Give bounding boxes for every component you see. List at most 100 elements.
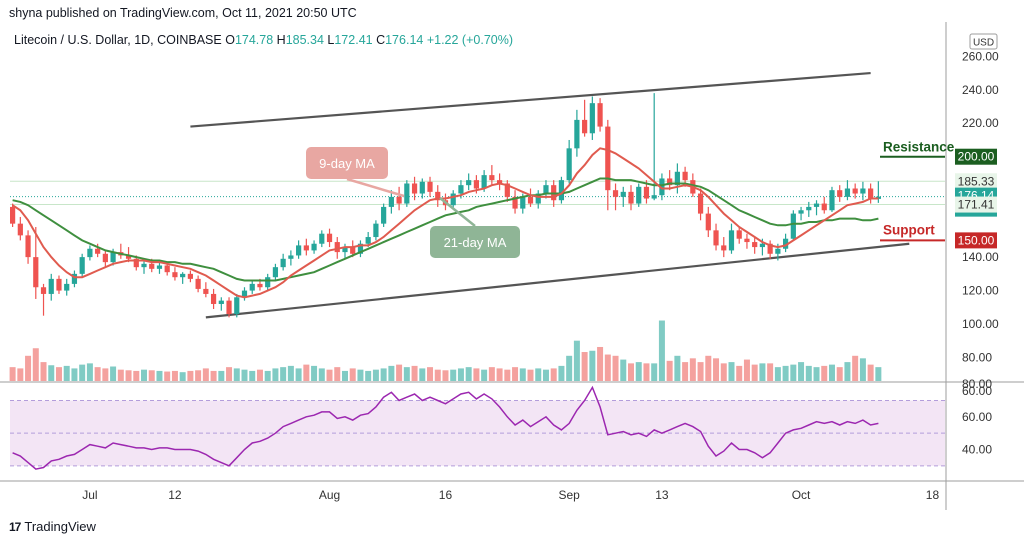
price-marker-value: 171.41	[958, 198, 995, 212]
candle-body	[659, 178, 665, 196]
volume-bar	[705, 355, 712, 381]
candle-body	[17, 223, 23, 236]
candle	[566, 139, 572, 184]
candle	[64, 278, 70, 296]
candle	[860, 181, 866, 201]
candle	[852, 183, 858, 199]
candle-body	[234, 297, 240, 315]
volume-bar	[836, 367, 843, 381]
candle	[288, 250, 294, 266]
volume-bar	[828, 364, 835, 381]
candle-body	[180, 273, 186, 278]
ma21-label-pointer	[439, 197, 476, 227]
candle-body	[566, 148, 572, 181]
candle-body	[806, 206, 812, 211]
candle	[303, 238, 309, 256]
time-tick-label: 16	[439, 488, 453, 502]
candle-body	[373, 223, 379, 238]
volume-bar	[202, 368, 209, 381]
volume-bar	[558, 365, 565, 381]
candle	[868, 183, 874, 204]
volume-bar	[17, 368, 24, 381]
candle	[388, 190, 394, 214]
candle	[226, 297, 232, 318]
candle	[829, 186, 835, 212]
candle	[342, 243, 348, 259]
candle-body	[334, 242, 340, 253]
price-tick-label: 60.00	[962, 384, 992, 398]
candle	[512, 190, 518, 214]
candle-body	[813, 203, 820, 207]
rsi-tick-label: 80.00	[962, 377, 992, 391]
volume-bar	[32, 348, 39, 381]
candle-body	[543, 185, 549, 194]
candle-body	[790, 213, 796, 239]
candle	[713, 223, 719, 251]
volume-bar	[612, 355, 619, 381]
ma9-label: 9-day MA	[306, 147, 405, 198]
candle-body	[643, 186, 650, 199]
volume-bar	[226, 367, 233, 381]
candle-body	[512, 196, 518, 209]
candle	[589, 96, 595, 140]
candle-body	[303, 245, 309, 251]
candle-body	[674, 171, 680, 186]
volume-bar	[604, 354, 611, 381]
candle	[357, 240, 364, 258]
volume-bar	[628, 363, 634, 381]
time-tick-label: 13	[655, 488, 669, 502]
price-tick-label: 260.00	[962, 49, 999, 63]
candle	[210, 288, 217, 309]
rsi-line	[12, 385, 879, 470]
candle-body	[744, 238, 750, 243]
candle	[180, 272, 186, 284]
volume-bar	[141, 369, 148, 381]
candle-body	[95, 248, 101, 254]
candle-body	[40, 287, 47, 294]
candle-body	[860, 188, 866, 194]
volume-bar	[658, 320, 665, 381]
volume-bar	[697, 362, 704, 381]
resistance-tag-value: 200.00	[958, 150, 995, 164]
candle	[496, 173, 503, 191]
candle-body	[365, 237, 371, 244]
candle	[574, 109, 580, 157]
change-value: +1.22 (+0.70%)	[427, 33, 513, 47]
volume-bar	[651, 363, 658, 381]
candle-body	[481, 175, 487, 189]
volume-bar	[403, 367, 410, 381]
volume-bar	[867, 364, 874, 381]
volume-bar	[450, 369, 457, 381]
candle-body	[473, 180, 479, 189]
candle-body	[759, 243, 766, 248]
candle	[736, 226, 742, 244]
candle-body	[102, 253, 108, 263]
volume-bar	[635, 362, 642, 381]
candle	[721, 237, 727, 258]
tradingview-logo[interactable]: 17 TradingView	[9, 519, 96, 534]
candle-body	[296, 245, 302, 256]
volume-bar	[148, 370, 155, 381]
candle-body	[775, 248, 781, 254]
volume-bar	[589, 350, 596, 381]
candle	[17, 216, 23, 241]
volume-bar	[759, 363, 766, 381]
volume-bar	[86, 363, 93, 381]
candle-body	[829, 190, 835, 211]
currency-badge: USD	[969, 33, 998, 50]
volume-bar	[442, 370, 449, 381]
candle-body	[241, 290, 248, 298]
symbol-legend: Litecoin / U.S. Dollar, 1D, COINBASE O17…	[14, 33, 513, 47]
volume-bar	[25, 355, 32, 381]
candle-body	[404, 183, 410, 204]
time-tick-label: 18	[926, 488, 940, 502]
support-tag: 150.00	[955, 232, 997, 249]
volume-bar	[195, 370, 202, 381]
volume-bar	[9, 367, 16, 381]
volume-bar	[767, 363, 774, 381]
volume-bar	[164, 371, 171, 381]
volume-bar	[581, 352, 588, 381]
open-value: 174.78	[235, 33, 277, 47]
candle-body	[350, 247, 356, 254]
